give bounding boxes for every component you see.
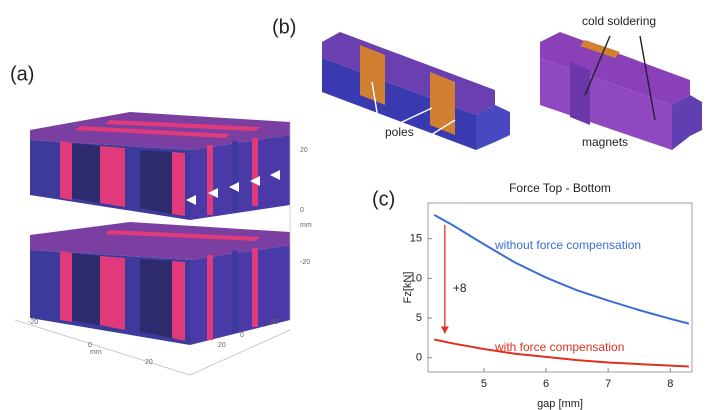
panel-label: (a)	[10, 63, 34, 85]
x-tick-label: 5	[481, 378, 487, 390]
x-tick-label: 7	[605, 378, 611, 390]
series-line	[434, 215, 689, 324]
y-tick-label: 10	[410, 272, 422, 284]
axis-label: 20	[300, 147, 308, 154]
figure: (a) (b) (c) poles cold soldering magnets…	[0, 0, 719, 410]
axis-label: 0	[88, 342, 92, 349]
axis-label: 20	[145, 359, 153, 366]
panel-label: (b)	[272, 16, 296, 38]
axis-label: -20	[300, 259, 310, 266]
y-tick-label: 5	[416, 312, 422, 324]
arrow-head	[441, 326, 449, 333]
axis-label: 0	[240, 332, 244, 339]
series-label: with force compensation	[494, 340, 624, 354]
axis-label: mm	[90, 349, 102, 356]
axis-label: -20	[268, 319, 278, 326]
axis-label: 20	[218, 342, 226, 349]
annotation: cold soldering	[582, 14, 656, 28]
panel-label: (c)	[372, 188, 395, 210]
annotation: poles	[385, 125, 414, 139]
page: (a) (b) (c) poles cold soldering magnets…	[0, 0, 719, 410]
axis-label: 0	[300, 207, 304, 214]
axis-label: -20	[28, 319, 38, 326]
chart-title: Force Top - Bottom	[509, 181, 611, 195]
series-label: without force compensation	[494, 238, 641, 252]
pole-render-right	[540, 32, 702, 150]
x-tick-label: 8	[667, 378, 673, 390]
annotation: magnets	[582, 135, 628, 149]
x-tick-label: 6	[543, 378, 549, 390]
y-tick-label: 0	[416, 352, 422, 364]
difference-label: +8	[453, 281, 467, 295]
pole-render-left	[322, 32, 510, 150]
magnet-array-render	[15, 112, 290, 375]
y-tick-label: 15	[410, 233, 422, 245]
axis-label: mm	[300, 222, 312, 229]
x-axis-label: gap [mm]	[537, 398, 583, 410]
